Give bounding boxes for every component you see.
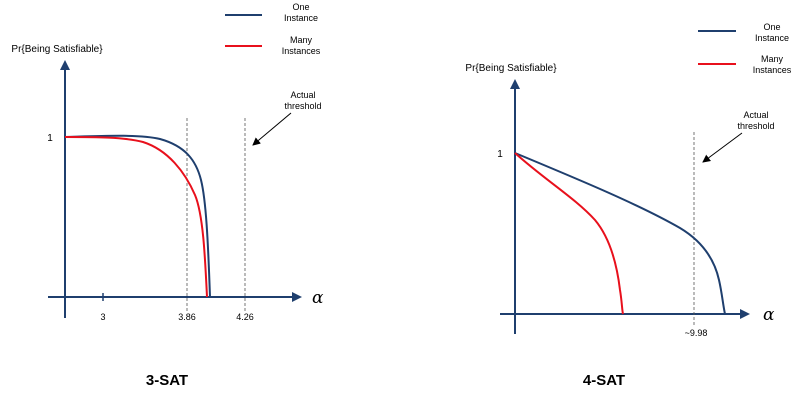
legend-3sat: One Instance Many Instances (225, 2, 321, 56)
legend-4sat: One Instance Many Instances (698, 22, 792, 75)
y-axis-label: Pr{Being Satisfiable} (11, 44, 103, 55)
annotation-actual: Actual (743, 110, 768, 120)
x-axis-symbol: α (312, 288, 324, 308)
panel-caption: 4-SAT (583, 372, 625, 389)
x-tick-label-4.26: 4.26 (236, 312, 254, 322)
x-axis-symbol: α (763, 305, 775, 325)
annotation-arrow (253, 113, 291, 145)
y-tick-1: 1 (47, 133, 53, 144)
panel-4sat: One Instance Many Instances Pr{Being Sat… (465, 22, 791, 389)
annotation-threshold: threshold (284, 101, 321, 111)
legend-many-instances-label-1: Many (290, 35, 313, 45)
annotation-actual: Actual (290, 90, 315, 100)
legend-one-instance-label-1: One (292, 2, 309, 12)
legend-many-instances-label-2: Instances (282, 46, 321, 56)
curve-many-instances (65, 137, 207, 297)
y-axis-label: Pr{Being Satisfiable} (465, 63, 557, 74)
panel-caption: 3-SAT (146, 372, 188, 389)
legend-many-instances-label-1: Many (761, 54, 784, 64)
annotation-threshold: threshold (737, 121, 774, 131)
legend-one-instance-label-2: Instance (284, 13, 318, 23)
y-tick-1: 1 (497, 149, 503, 160)
x-tick-label-3: 3 (100, 312, 105, 322)
legend-many-instances-label-2: Instances (753, 65, 792, 75)
legend-one-instance-label-2: Instance (755, 33, 789, 43)
panel-3sat: One Instance Many Instances Pr{Being Sat… (11, 2, 324, 389)
curve-many-instances (515, 153, 623, 314)
legend-one-instance-label-1: One (763, 22, 780, 32)
x-tick-label-3.86: 3.86 (178, 312, 196, 322)
annotation-arrow (703, 133, 742, 162)
curve-one-instance (65, 136, 210, 297)
x-tick-label-9.98: ~9.98 (685, 328, 708, 338)
